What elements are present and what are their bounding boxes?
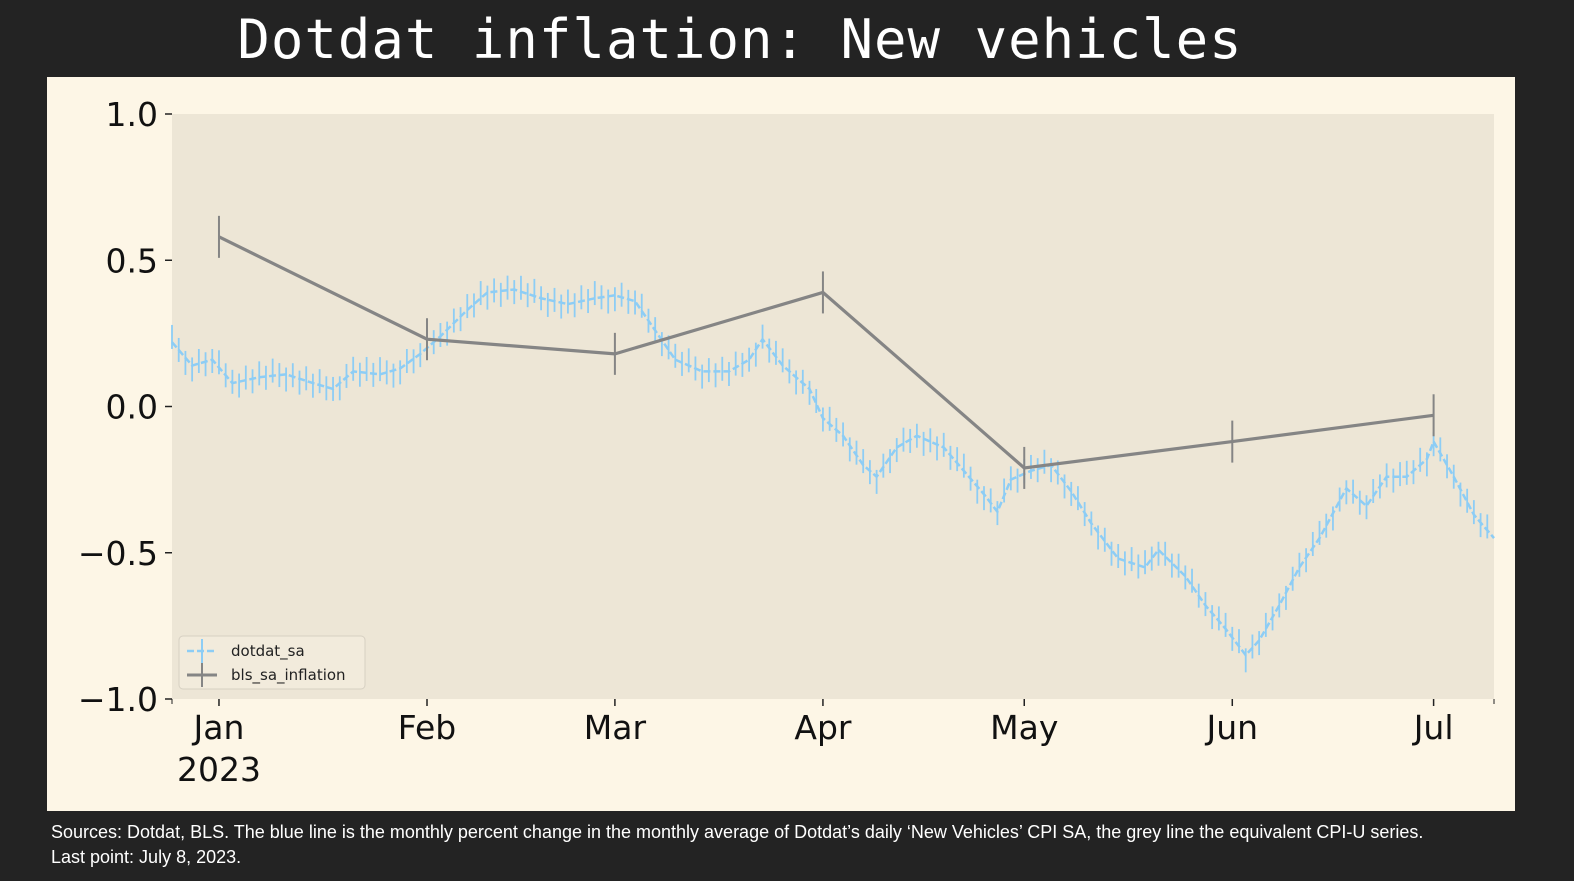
- legend-label-dotdat-sa: dotdat_sa: [231, 642, 305, 661]
- x-tick-label: Mar: [584, 708, 647, 747]
- legend-label-bls-sa-inflation: bls_sa_inflation: [231, 666, 346, 685]
- x-tick-label: Jun: [1205, 708, 1259, 747]
- y-tick-label: 0.5: [106, 241, 158, 280]
- x-tick-label: Apr: [794, 708, 852, 747]
- slide-title: Dotdat inflation: New vehicles: [237, 8, 1243, 71]
- figure-panel: 1.0 0.5 0.0 −0.5 −1.0 Jan 2023 Feb Mar Apr May Jun J…: [47, 77, 1515, 811]
- y-tick-label: 0.0: [106, 388, 158, 427]
- source-footnote: Sources: Dotdat, BLS. The blue line is t…: [51, 822, 1424, 867]
- x-tick-label: Jul: [1412, 708, 1454, 747]
- legend-box: [178, 635, 366, 690]
- y-tick-label: 1.0: [106, 95, 158, 134]
- x-tick-sublabel: 2023: [177, 750, 261, 789]
- legend: dotdat_sa bls_sa_inflation: [178, 635, 366, 690]
- x-tick-label: Feb: [398, 708, 456, 747]
- series-layer: [171, 215, 1495, 673]
- series-dotdat-sa-markers: [171, 275, 1489, 673]
- plot-area: [172, 114, 1494, 699]
- y-tick-label: −1.0: [78, 680, 158, 719]
- y-tick-label: −0.5: [78, 534, 158, 573]
- x-tick-label: May: [990, 708, 1058, 747]
- x-tick-label: Jan: [192, 708, 245, 747]
